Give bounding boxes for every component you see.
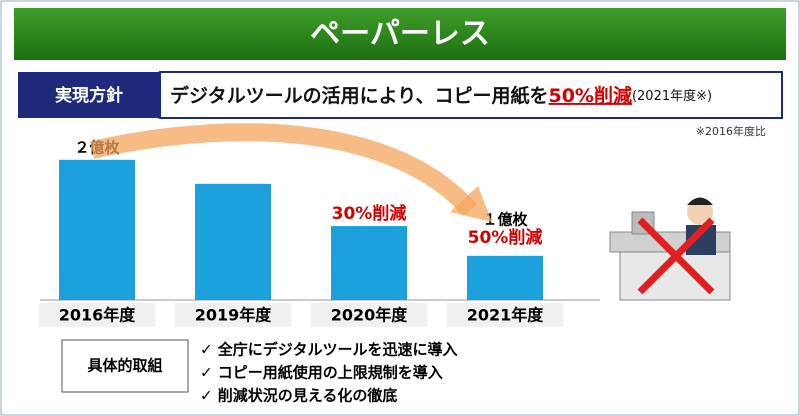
bar <box>59 159 135 300</box>
policy-highlight: 50%削減 <box>548 84 631 107</box>
banner <box>14 8 786 60</box>
bar <box>467 255 543 300</box>
actions-label-box <box>61 339 189 393</box>
category-box <box>175 303 291 327</box>
policy-note: (2021年度※) <box>632 88 712 104</box>
x-tick-label: 2020年度 <box>331 306 409 325</box>
x-tick-label: 2016年度 <box>59 306 137 325</box>
x-tick-label: 2021年度 <box>467 306 545 325</box>
category-box <box>311 303 427 327</box>
action-item: ✓ 削減状況の見える化の徹底 <box>200 387 397 405</box>
action-item: ✓ コピー用紙使用の上限規制を導入 <box>200 364 443 382</box>
data-label: １億枚 <box>482 210 528 228</box>
annotation: 50%削減 <box>468 227 543 248</box>
bar <box>195 183 271 300</box>
category-box <box>447 303 563 327</box>
policy-box <box>159 71 783 119</box>
policy-main: デジタルツールの活用により、コピー用紙を <box>170 84 548 107</box>
annotation: 30%削減 <box>332 203 407 224</box>
x-tick-label: 2019年度 <box>195 306 273 325</box>
policy-label-box <box>18 72 160 118</box>
policy-text: デジタルツールの活用により、コピー用紙を50%削減(2021年度※) <box>170 84 712 107</box>
copier-illustration <box>609 197 731 301</box>
category-box <box>39 303 155 327</box>
footnote: ※2016年度比 <box>696 124 766 138</box>
bar <box>331 226 407 300</box>
trend-arrow <box>90 123 477 216</box>
action-item: ✓ 全庁にデジタルツールを迅速に導入 <box>200 341 458 359</box>
policy-label: 実現方針 <box>55 85 123 106</box>
actions-label: 具体的取組 <box>87 357 162 375</box>
banner-title: ペーパーレス <box>310 17 490 52</box>
arrow-head <box>450 186 492 222</box>
